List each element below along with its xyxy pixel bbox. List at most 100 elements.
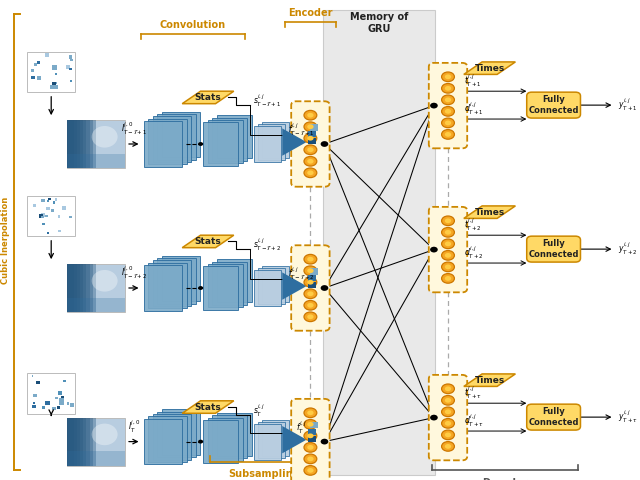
Bar	[258, 422, 285, 458]
FancyBboxPatch shape	[429, 63, 467, 148]
Bar	[52, 408, 56, 410]
Bar	[67, 418, 80, 466]
Bar	[67, 418, 93, 466]
Circle shape	[304, 168, 317, 178]
Bar	[59, 398, 64, 402]
Circle shape	[442, 130, 454, 139]
Bar	[58, 391, 62, 395]
Circle shape	[442, 84, 454, 93]
FancyBboxPatch shape	[527, 236, 580, 262]
Circle shape	[307, 303, 314, 308]
Bar	[69, 55, 72, 59]
Bar	[67, 418, 86, 466]
Bar	[67, 264, 125, 312]
Bar	[37, 76, 41, 80]
FancyBboxPatch shape	[291, 399, 330, 480]
Text: $t_{T+2}^{i,j}$: $t_{T+2}^{i,j}$	[464, 216, 482, 233]
Circle shape	[304, 266, 317, 276]
Circle shape	[445, 132, 451, 137]
FancyBboxPatch shape	[323, 10, 435, 475]
Bar	[67, 120, 125, 168]
Text: Fully
Connected: Fully Connected	[529, 408, 579, 427]
Bar	[67, 418, 83, 466]
Bar	[41, 216, 44, 218]
Text: Stats: Stats	[195, 237, 221, 246]
Bar	[254, 126, 281, 162]
Bar	[262, 420, 289, 456]
Text: Stats: Stats	[195, 93, 221, 102]
Bar	[31, 69, 34, 72]
Bar	[67, 418, 74, 466]
Bar	[48, 198, 51, 200]
Circle shape	[445, 97, 451, 102]
Circle shape	[304, 122, 317, 132]
Bar	[67, 264, 80, 312]
Circle shape	[307, 291, 314, 296]
Bar	[148, 119, 187, 164]
Bar	[203, 266, 238, 310]
Text: $s_{T-\mathcal{T}+2}^{i,j}$: $s_{T-\mathcal{T}+2}^{i,j}$	[253, 237, 282, 253]
Bar	[33, 204, 36, 207]
Bar	[67, 120, 77, 168]
Bar	[67, 264, 77, 312]
Bar	[148, 263, 187, 308]
Bar	[310, 268, 318, 275]
Circle shape	[304, 254, 317, 264]
Bar	[51, 209, 54, 212]
Bar	[59, 401, 63, 405]
Bar	[33, 394, 36, 397]
Text: Encoder: Encoder	[288, 8, 333, 18]
Bar	[262, 122, 289, 158]
Circle shape	[307, 433, 314, 438]
Circle shape	[445, 218, 451, 223]
Circle shape	[304, 145, 317, 155]
Circle shape	[445, 421, 451, 426]
Circle shape	[304, 408, 317, 418]
Text: $y_{T+\tau}^{i,j}$: $y_{T+\tau}^{i,j}$	[618, 409, 637, 425]
Bar	[58, 230, 61, 232]
Bar	[70, 59, 72, 61]
Bar	[67, 418, 96, 466]
Circle shape	[442, 95, 454, 105]
Text: $I_{T-\mathcal{T}+2}^{j,0}$: $I_{T-\mathcal{T}+2}^{j,0}$	[122, 265, 147, 281]
Circle shape	[307, 468, 314, 473]
Bar	[63, 380, 66, 383]
Bar	[45, 52, 49, 56]
Circle shape	[445, 398, 451, 403]
Text: $d_{T+1}^{i,j}$: $d_{T+1}^{i,j}$	[464, 100, 484, 117]
Polygon shape	[282, 273, 307, 300]
Text: $f_{T}^{i,j}$: $f_{T}^{i,j}$	[296, 420, 307, 436]
Bar	[216, 413, 252, 456]
Bar	[54, 72, 57, 74]
Bar	[67, 264, 86, 312]
Bar	[258, 124, 285, 160]
Circle shape	[198, 286, 203, 290]
Circle shape	[445, 444, 451, 449]
Text: Memory of
GRU: Memory of GRU	[350, 12, 408, 34]
Bar	[207, 120, 243, 163]
Text: Times: Times	[474, 208, 505, 216]
Bar	[47, 200, 49, 202]
Circle shape	[445, 264, 451, 269]
Bar	[308, 436, 316, 442]
Text: $t_{T+\tau}^{i,j}$: $t_{T+\tau}^{i,j}$	[464, 384, 482, 401]
Bar	[70, 403, 74, 407]
Circle shape	[445, 120, 451, 125]
Text: Times: Times	[474, 376, 505, 384]
Bar	[66, 65, 70, 69]
Bar	[31, 375, 33, 377]
Text: $d_{T+2}^{i,j}$: $d_{T+2}^{i,j}$	[464, 244, 484, 261]
Bar	[162, 112, 200, 157]
Bar	[153, 260, 191, 306]
Bar	[308, 138, 316, 144]
Bar	[67, 120, 96, 168]
Bar	[148, 416, 187, 462]
Bar	[45, 401, 50, 405]
Circle shape	[442, 228, 454, 237]
Bar	[42, 199, 45, 202]
Bar	[144, 121, 182, 167]
FancyBboxPatch shape	[291, 245, 330, 331]
Bar	[47, 232, 49, 234]
Bar	[52, 82, 56, 85]
Bar	[67, 418, 90, 466]
